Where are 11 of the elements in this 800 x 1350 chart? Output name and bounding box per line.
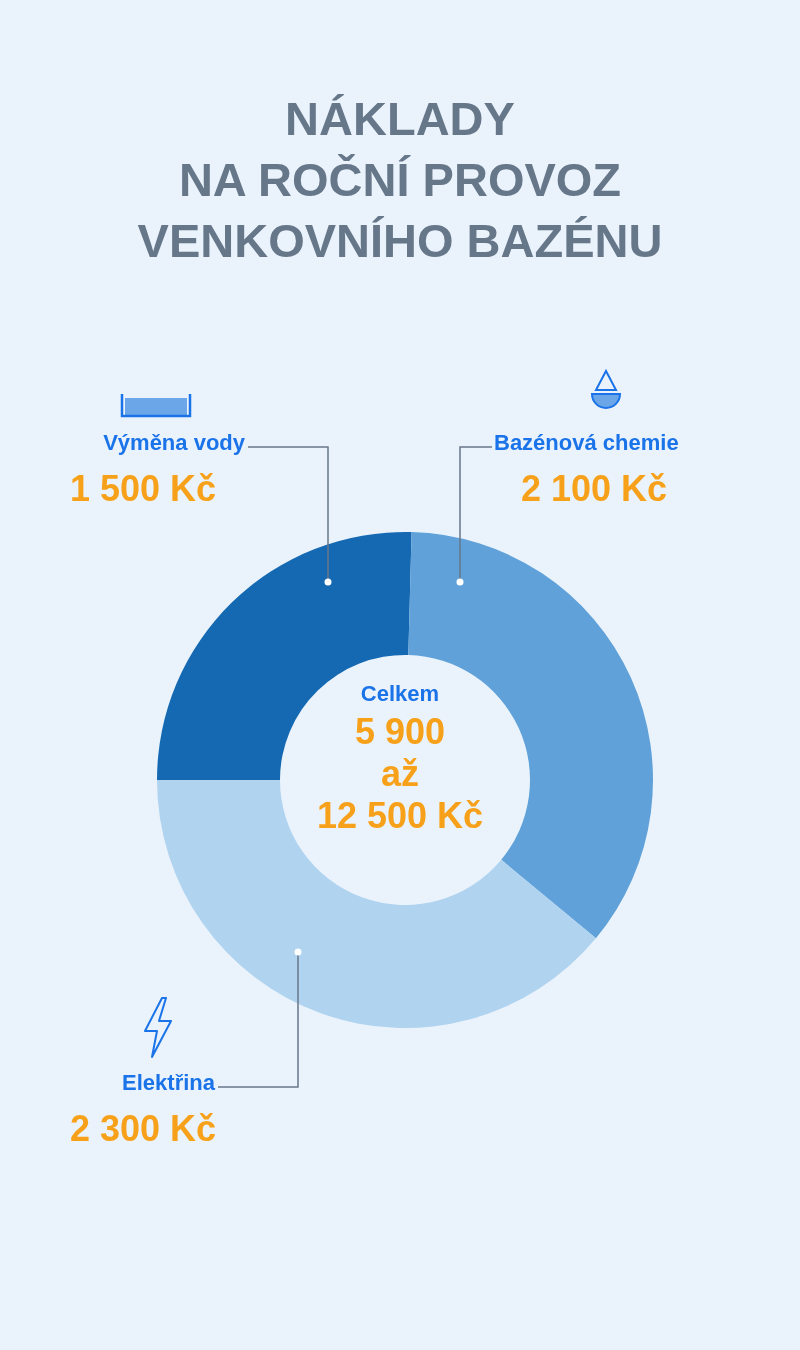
slice-label: Elektřina: [121, 1070, 215, 1096]
slice-label: Výměna vody: [102, 430, 245, 456]
chart-title: NÁKLADY NA ROČNÍ PROVOZ VENKOVNÍHO BAZÉNU: [136, 91, 664, 269]
data-label: 2 100 Kč: [519, 468, 669, 510]
data-label: 1 500 Kč: [70, 468, 218, 510]
text: 12 500 Kč: [315, 795, 485, 837]
data-label: 2 300 Kč: [70, 1108, 218, 1150]
text: 5 900: [353, 711, 447, 753]
legend-label: Bazénová chemie: [494, 430, 680, 456]
text: Celkem: [359, 680, 441, 708]
text: až: [380, 753, 420, 795]
